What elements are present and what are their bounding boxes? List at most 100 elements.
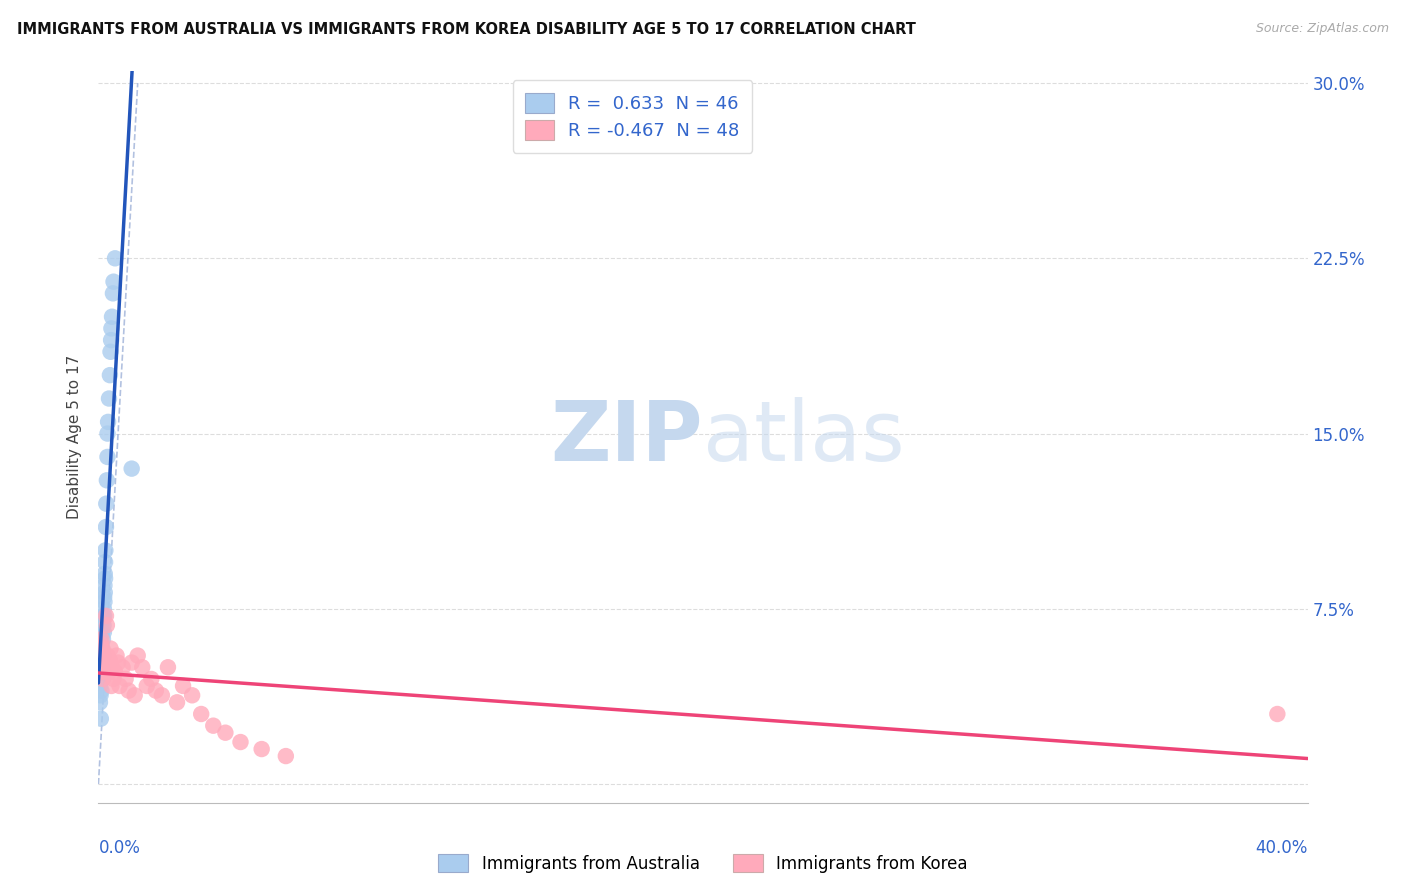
Point [101,660,124,674]
Point [96,473,118,487]
Point [156,660,179,674]
Text: 0.0%: 0.0% [98,839,141,857]
Point [90,665,112,679]
Point [90,688,112,702]
Point [93,590,115,604]
Point [94,543,117,558]
Point [104,252,127,266]
Point [108,679,131,693]
Point [97,415,120,429]
Point [91,641,114,656]
Point [89,660,111,674]
Point [91,614,114,628]
Text: atlas: atlas [703,397,904,477]
Point [111,660,134,674]
Point [90,637,112,651]
Point [91,648,114,663]
Point [121,461,143,475]
Point [118,683,141,698]
Point [103,672,125,686]
Point [90,660,112,674]
Point [98,665,121,679]
Point [91,641,114,656]
Point [141,672,163,686]
Point [101,286,124,301]
Point [105,648,128,663]
Point [90,665,112,679]
Point [90,637,112,651]
Point [89,679,111,693]
Point [250,742,273,756]
Point [1267,706,1289,721]
Point [93,578,115,592]
Point [90,683,112,698]
Point [90,632,112,647]
Point [93,625,115,640]
Point [91,648,114,663]
Legend: Immigrants from Australia, Immigrants from Korea: Immigrants from Australia, Immigrants fr… [432,847,974,880]
Point [94,665,117,679]
Point [93,602,115,616]
Point [121,656,143,670]
Point [190,706,212,721]
Point [89,641,111,656]
Point [104,665,127,679]
Point [100,321,122,335]
Text: ZIP: ZIP [551,397,703,477]
Point [93,648,115,663]
Point [96,450,118,464]
Point [181,688,204,702]
Point [202,719,225,733]
Point [107,656,129,670]
Point [94,585,117,599]
Point [94,555,117,569]
Point [94,566,117,581]
Point [91,625,114,640]
Point [94,520,117,534]
Text: IMMIGRANTS FROM AUSTRALIA VS IMMIGRANTS FROM KOREA DISABILITY AGE 5 TO 17 CORREL: IMMIGRANTS FROM AUSTRALIA VS IMMIGRANTS … [17,22,915,37]
Point [150,688,173,702]
Point [98,392,121,406]
Point [145,683,167,698]
Point [89,695,111,709]
Point [229,735,252,749]
Point [101,310,124,324]
Text: 40.0%: 40.0% [1256,839,1308,857]
Point [114,672,136,686]
Point [100,333,122,347]
Point [214,725,236,739]
Point [172,679,194,693]
Point [93,660,115,674]
Point [100,344,122,359]
Point [90,712,112,726]
Point [91,665,114,679]
Point [103,275,125,289]
Legend: R =  0.633  N = 46, R = -0.467  N = 48: R = 0.633 N = 46, R = -0.467 N = 48 [513,80,752,153]
Point [124,688,146,702]
Point [94,571,117,585]
Point [96,497,118,511]
Point [96,618,118,632]
Point [274,749,297,764]
Point [100,641,122,656]
Point [96,648,118,663]
Point [98,368,121,383]
Point [93,608,115,623]
Point [94,608,117,623]
Point [127,648,149,663]
Point [135,679,157,693]
Y-axis label: Disability Age 5 to 17: Disability Age 5 to 17 [67,355,83,519]
Point [131,660,153,674]
Point [93,618,115,632]
Point [97,660,120,674]
Point [98,653,121,667]
Text: Source: ZipAtlas.com: Source: ZipAtlas.com [1256,22,1389,36]
Point [90,656,112,670]
Point [91,672,114,686]
Point [91,632,114,647]
Point [93,595,115,609]
Point [96,426,118,441]
Point [91,672,114,686]
Point [91,660,114,674]
Point [166,695,188,709]
